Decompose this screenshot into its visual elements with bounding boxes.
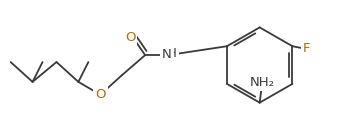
Text: N: N (162, 48, 172, 61)
Text: O: O (125, 31, 135, 44)
Text: H: H (167, 47, 177, 60)
Text: F: F (303, 42, 310, 55)
Text: O: O (95, 88, 106, 101)
Text: NH₂: NH₂ (250, 76, 275, 89)
